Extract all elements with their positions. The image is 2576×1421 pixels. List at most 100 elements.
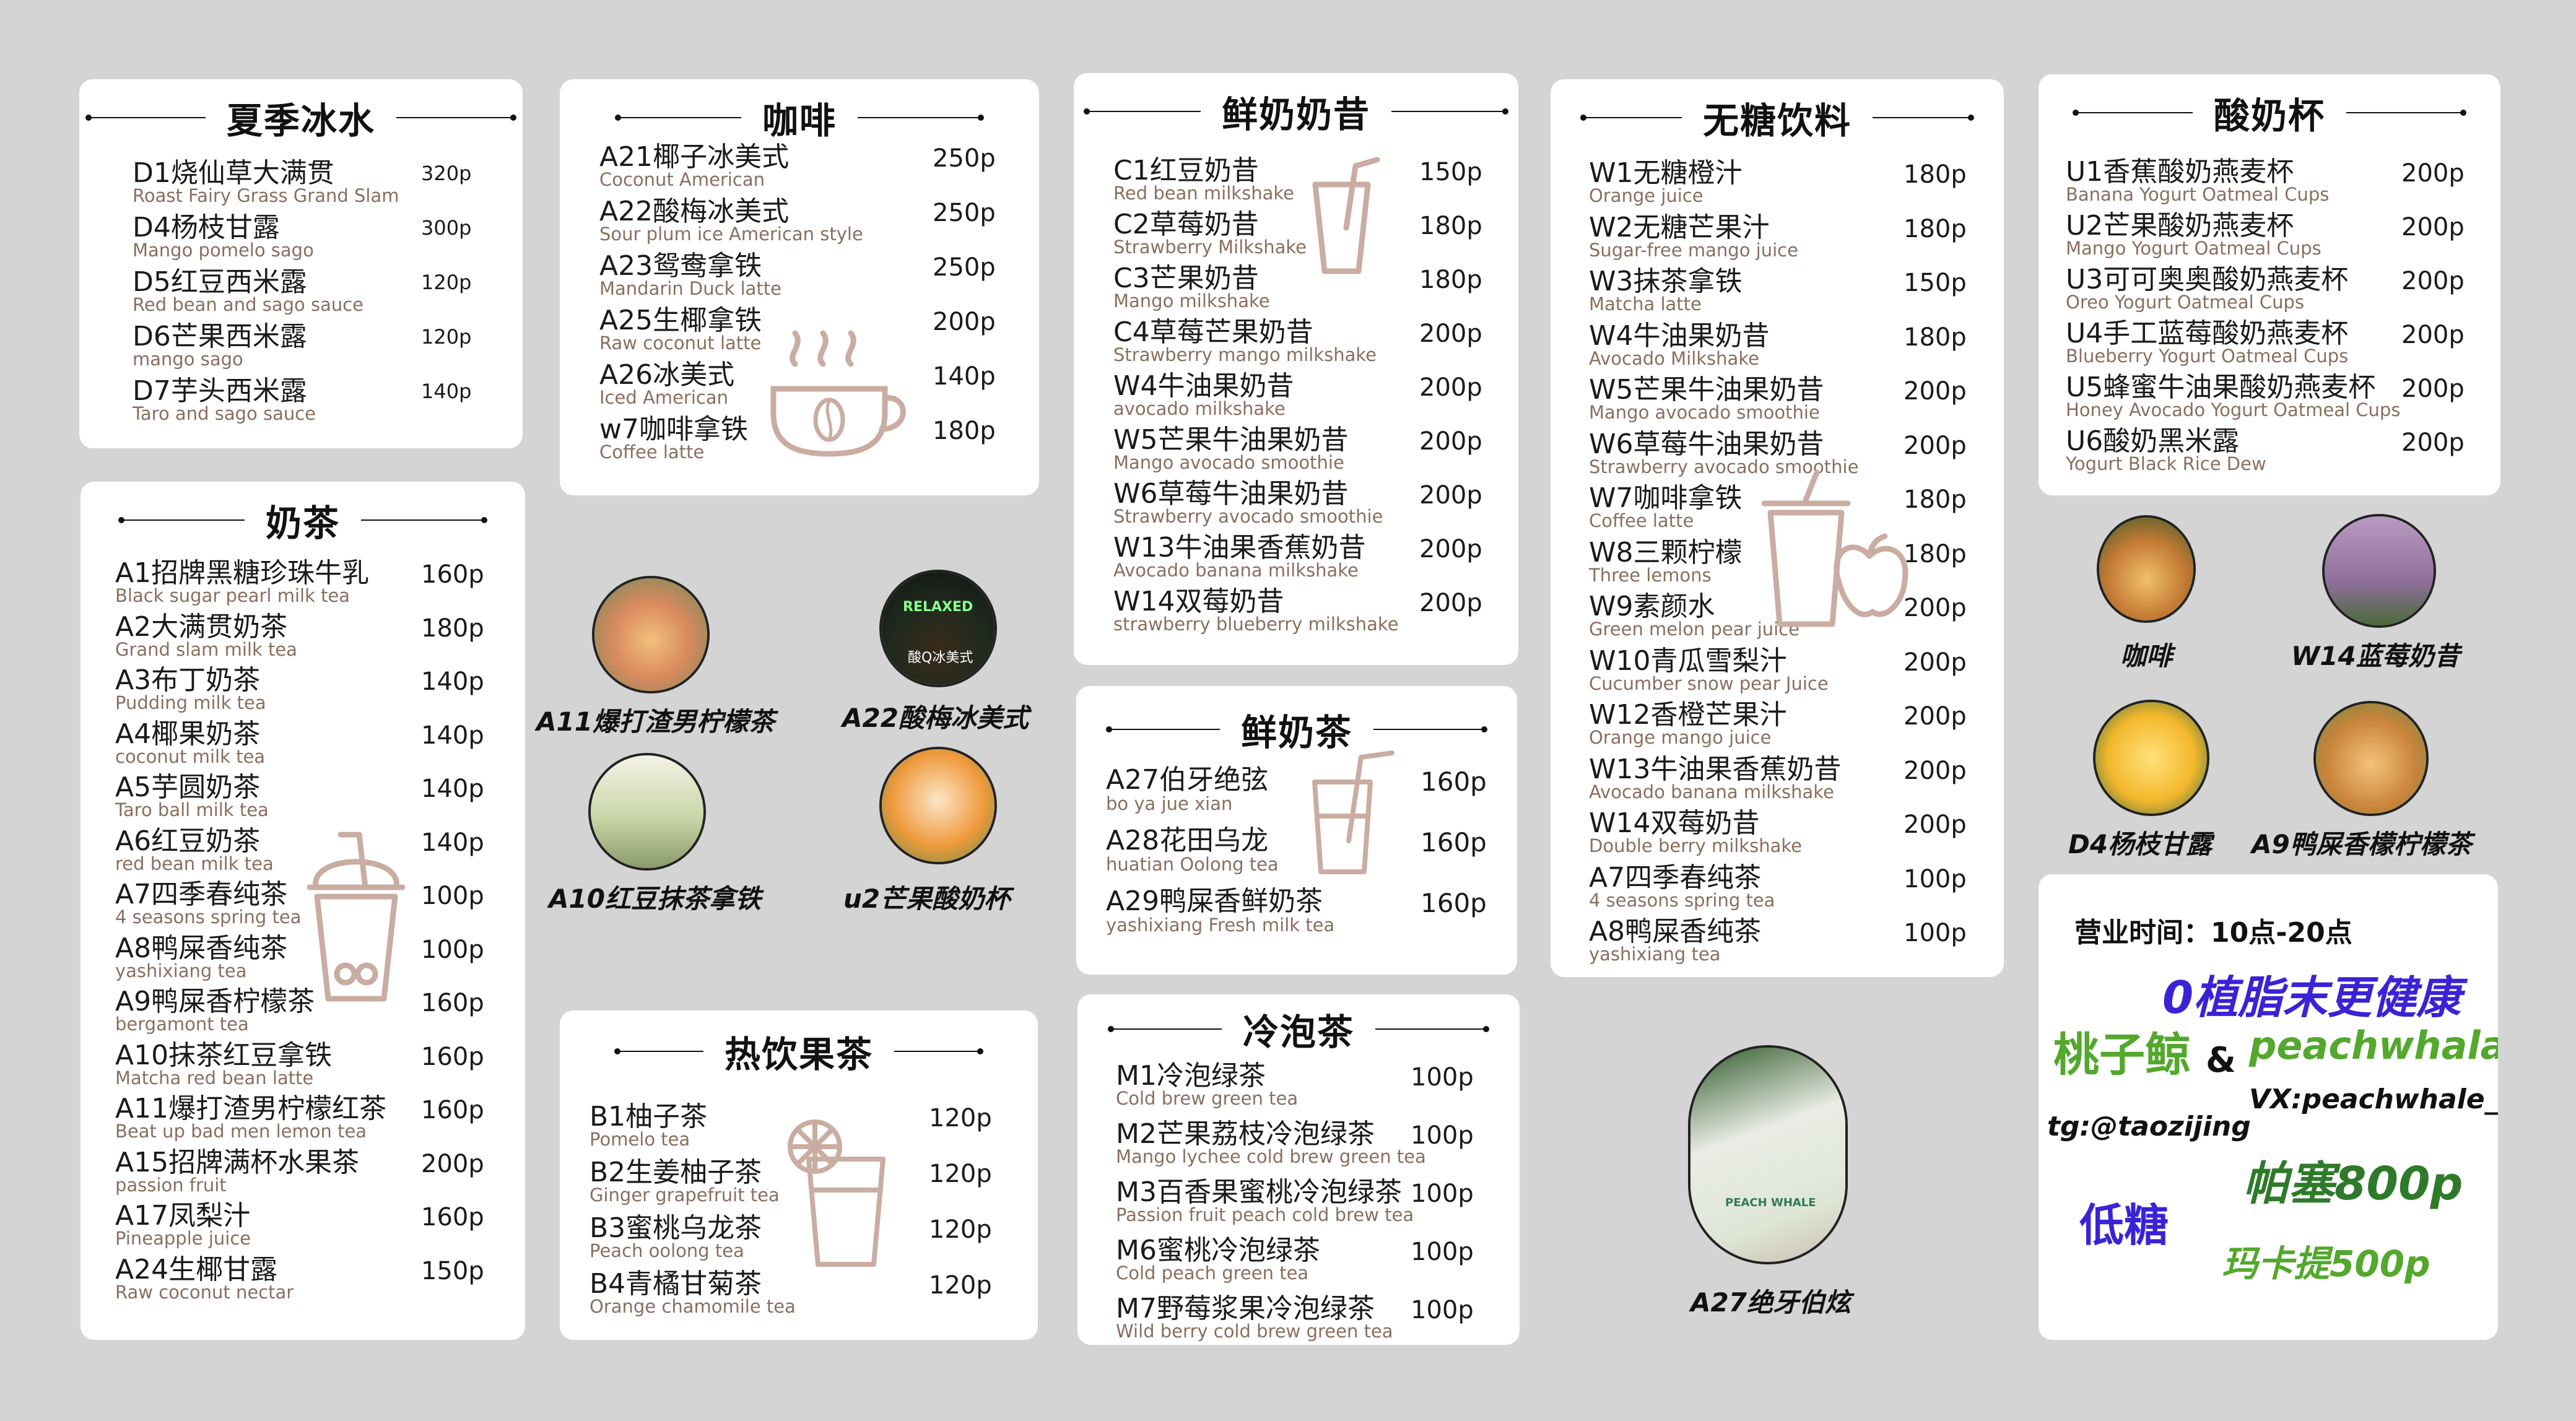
card-title-sugarfree: 无糖饮料 — [1551, 93, 2004, 142]
menu-item: U4手工蓝莓酸奶燕麦杯 Blueberry Yogurt Oatmeal Cups… — [2039, 320, 2500, 374]
section-title: 酸奶杯 — [2213, 95, 2325, 137]
section-title: 冷泡茶 — [1242, 1011, 1354, 1053]
title-rule — [1105, 726, 1220, 732]
item-name: M2芒果荔枝冷泡绿茶 — [1116, 1118, 1375, 1150]
item-price: 160p — [421, 1203, 484, 1232]
menu-item: M1冷泡绿茶 Cold brew green tea 100p — [1077, 1062, 1520, 1121]
item-english-name: Cold brew green tea — [1116, 1088, 1299, 1109]
card-coffee: 咖啡 A21椰子冰美式 Coconut American 250p A22酸梅冰美式 S… — [560, 79, 1039, 495]
item-price: 180p — [1904, 214, 1967, 243]
menu-item: W13牛油果香蕉奶昔 Avocado banana milkshake 200p — [1074, 534, 1518, 588]
item-price: 140p — [421, 828, 484, 857]
item-name: A10抹茶红豆拿铁 — [115, 1039, 333, 1071]
item-name: A3布丁奶茶 — [115, 664, 261, 696]
item-price: 100p — [1411, 1063, 1474, 1092]
card-title-summer: 夏季冰水 — [79, 93, 523, 142]
item-name: W10青瓜雪梨汁 — [1589, 645, 1787, 677]
item-name: W12香橙芒果汁 — [1589, 699, 1787, 731]
item-price: 140p — [421, 380, 472, 403]
drink-image — [2325, 516, 2434, 625]
item-price: 100p — [1411, 1121, 1474, 1150]
item-name: C4草莓芒果奶昔 — [1113, 316, 1313, 348]
item-price: 180p — [1419, 266, 1482, 294]
item-english-name: Coffee latte — [1589, 510, 1694, 531]
item-name: B1柚子茶 — [590, 1101, 708, 1132]
section-title: 鲜奶奶昔 — [1221, 93, 1370, 136]
menu-item: D5红豆西米露 Red bean and sago sauce 120p — [79, 269, 523, 323]
neon-sign: RELAXED — [903, 599, 973, 615]
photo-a22: RELAXED 酸Q冰美式 — [879, 570, 997, 687]
contact-vx: VX:peachwhale_ — [2249, 1084, 2498, 1115]
item-name: C3芒果奶昔 — [1113, 263, 1259, 294]
item-english-name: Sugar-free mango juice — [1589, 239, 1798, 261]
section-title: 奶茶 — [265, 502, 340, 544]
item-name: M6蜜桃冷泡绿茶 — [1116, 1235, 1320, 1266]
item-price: 120p — [929, 1215, 992, 1244]
item-english-name: yashixiang tea — [1589, 944, 1721, 965]
photo-a11 — [592, 576, 710, 693]
card-sugarfree: 无糖饮料 W1无糖橙汁 Orange juice 180p W2无糖芒果汁 Sugar-… — [1551, 79, 2004, 977]
lemon-glass-icon — [788, 1119, 886, 1267]
menu-item: w7咖啡拿铁 Coffee latte 180p — [560, 416, 1039, 471]
photo-w14 — [2322, 514, 2436, 628]
item-name: U6酸奶黑米露 — [2066, 425, 2240, 457]
item-name: W2无糖芒果汁 — [1589, 211, 1770, 243]
item-english-name: Mandarin Duck latte — [599, 278, 782, 299]
item-price: 180p — [1904, 485, 1967, 514]
item-price: 180p — [1904, 323, 1967, 352]
item-price: 200p — [933, 308, 996, 336]
item-english-name: Strawberry mango milkshake — [1113, 344, 1377, 365]
item-english-name: Matcha red bean latte — [115, 1067, 314, 1089]
item-price: 150p — [421, 1256, 484, 1285]
item-english-name: Taro ball milk tea — [115, 799, 269, 820]
item-english-name: Strawberry Milkshake — [1113, 237, 1307, 258]
item-english-name: Orange mango juice — [1589, 727, 1772, 748]
item-name: U4手工蓝莓酸奶燕麦杯 — [2066, 318, 2349, 349]
menu-item: W14双莓奶昔 strawberry blueberry milkshake 200… — [1074, 588, 1518, 642]
price-makati: 玛卡提500p — [2222, 1243, 2430, 1285]
photo-label: A11爆打渣男柠檬茶 — [536, 706, 775, 737]
item-name: W5芒果牛油果奶昔 — [1113, 424, 1349, 456]
item-english-name: Ginger grapefruit tea — [590, 1184, 780, 1206]
item-english-name: Mango avocado smoothie — [1113, 452, 1344, 473]
menu-item: M6蜜桃冷泡绿茶 Cold peach green tea 100p — [1077, 1237, 1520, 1295]
card-summer-ice: 夏季冰水 D1烧仙草大满贯 Roast Fairy Grass Grand Sla… — [79, 79, 523, 448]
card-yogurt: 酸奶杯 U1香蕉酸奶燕麦杯 Banana Yogurt Oatmeal Cups 2… — [2039, 74, 2500, 495]
item-name: W13牛油果香蕉奶昔 — [1113, 532, 1366, 563]
item-price: 300p — [421, 216, 472, 240]
item-price: 200p — [1904, 648, 1967, 677]
menu-item: M7野莓浆果冷泡绿茶 Wild berry cold brew green tea… — [1077, 1295, 1520, 1345]
item-english-name: Grand slam milk tea — [115, 638, 297, 660]
item-english-name: coconut milk tea — [115, 745, 266, 767]
item-price: 200p — [2401, 321, 2465, 349]
card-title-hotfruit: 热饮果茶 — [560, 1027, 1038, 1076]
item-price: 100p — [1904, 864, 1967, 893]
card-coldbrew: 冷泡茶 M1冷泡绿茶 Cold brew green tea 100p M2芒果荔枝冷… — [1077, 994, 1520, 1345]
item-name: A4椰果奶茶 — [115, 718, 261, 750]
section-title: 鲜奶茶 — [1240, 711, 1352, 754]
photo-a27: PEACH WHALE — [1688, 1045, 1848, 1264]
item-name: D7芋头西米露 — [133, 375, 307, 407]
item-name: D1烧仙草大满贯 — [133, 157, 334, 189]
item-name: A11爆打渣男柠檬红茶 — [115, 1093, 387, 1124]
item-name: A7四季春纯茶 — [1589, 861, 1762, 893]
menu-item: A17凤梨汁 Pineapple juice 160p — [80, 1202, 525, 1256]
item-name: A8鸭屎香纯茶 — [1589, 916, 1762, 947]
item-english-name: Avocado banana milkshake — [1589, 781, 1834, 802]
title-rule — [118, 517, 245, 523]
item-english-name: Coffee latte — [599, 441, 705, 463]
item-price: 160p — [1421, 888, 1487, 918]
drink-image — [2095, 702, 2207, 814]
item-english-name: Peach oolong tea — [590, 1240, 744, 1261]
menu-item: A29鸭屎香鲜奶茶 yashixiang Fresh milk tea 160p — [1076, 888, 1517, 949]
item-english-name: Banana Yogurt Oatmeal Cups — [2066, 184, 2330, 205]
item-name: W4牛油果奶昔 — [1589, 319, 1770, 352]
cup-brand-text: PEACH WHALE — [1725, 1196, 1816, 1209]
item-english-name: Black sugar pearl milk tea — [115, 585, 350, 606]
title-rule — [858, 115, 984, 121]
item-price: 200p — [1904, 431, 1967, 460]
menu-item: A2大满贯奶茶 Grand slam milk tea 180p — [80, 613, 525, 667]
item-name: B4青橘甘菊茶 — [590, 1268, 762, 1300]
title-rule — [396, 115, 516, 121]
item-english-name: passion fruit — [115, 1174, 227, 1196]
